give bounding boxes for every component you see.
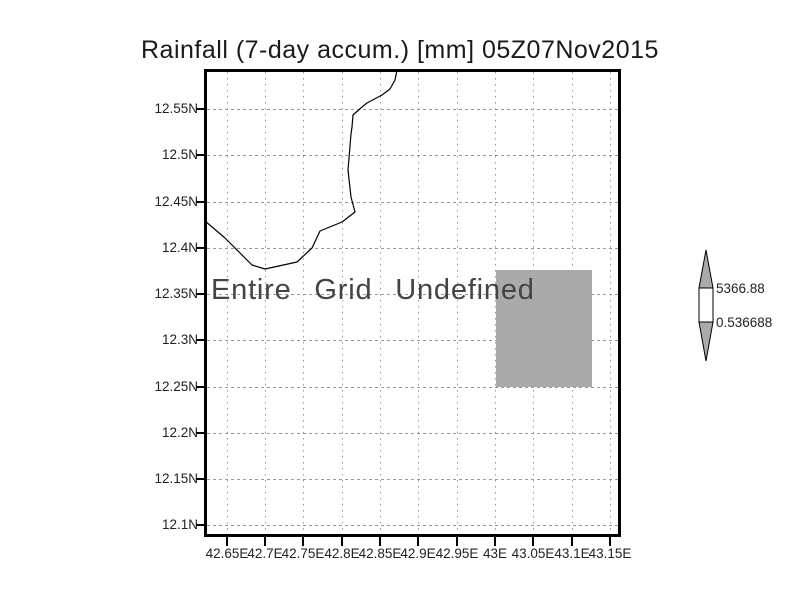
x-tick-label: 42.65E xyxy=(205,546,249,561)
lon-gridline xyxy=(265,72,266,535)
lat-gridline xyxy=(207,109,619,110)
x-tick-label: 43.1E xyxy=(554,546,590,561)
lat-gridline xyxy=(207,202,619,203)
lon-tick xyxy=(341,537,343,546)
coastline xyxy=(204,69,398,270)
lon-tick xyxy=(494,537,496,546)
colorbar-upper-arrow-icon xyxy=(698,249,714,289)
lat-gridline xyxy=(207,433,619,434)
plot-title: Rainfall (7-day accum.) [mm] 05Z07Nov201… xyxy=(141,36,659,64)
lat-tick xyxy=(196,478,205,480)
colorbar-lower-arrow-icon xyxy=(698,321,714,362)
lon-tick xyxy=(532,537,534,546)
lat-gridline xyxy=(207,155,619,156)
lat-tick xyxy=(196,386,205,388)
y-tick-label: 12.45N xyxy=(154,194,198,209)
coastline-path xyxy=(204,69,398,270)
x-tick-label: 42.8E xyxy=(324,546,360,561)
y-tick-label: 12.4N xyxy=(161,240,198,255)
x-tick-label: 42.75E xyxy=(281,546,325,561)
colorbar-min-label: 0.536688 xyxy=(716,315,773,330)
lon-tick xyxy=(417,537,419,546)
colorbar-box xyxy=(698,287,714,323)
undefined-data-region xyxy=(496,270,592,387)
lat-tick xyxy=(196,247,205,249)
lon-tick xyxy=(302,537,304,546)
grid-undefined-label: Entire Grid Undefined xyxy=(211,274,535,306)
x-tick-label: 43E xyxy=(482,546,508,561)
y-tick-label: 12.1N xyxy=(161,517,198,532)
lat-gridline xyxy=(207,525,619,526)
x-tick-label: 43.15E xyxy=(588,546,632,561)
x-tick-label: 42.85E xyxy=(358,546,402,561)
y-tick-label: 12.5N xyxy=(161,147,198,162)
x-tick-label: 43.05E xyxy=(511,546,555,561)
lat-gridline xyxy=(207,248,619,249)
lon-gridline xyxy=(342,72,343,535)
lon-gridline xyxy=(610,72,611,535)
lat-gridline xyxy=(207,387,619,388)
lat-tick xyxy=(196,293,205,295)
lon-tick xyxy=(264,537,266,546)
lat-tick xyxy=(196,154,205,156)
lat-gridline xyxy=(207,479,619,480)
lon-gridline xyxy=(495,72,496,535)
lon-gridline xyxy=(457,72,458,535)
lon-gridline xyxy=(303,72,304,535)
y-tick-label: 12.15N xyxy=(154,471,198,486)
lat-tick xyxy=(196,339,205,341)
colorbar xyxy=(698,249,714,362)
lat-tick xyxy=(196,432,205,434)
y-tick-label: 12.25N xyxy=(154,379,198,394)
colorbar-max-label: 5366.88 xyxy=(716,281,765,296)
lon-gridline xyxy=(227,72,228,535)
x-tick-label: 42.7E xyxy=(247,546,283,561)
y-tick-label: 12.2N xyxy=(161,425,198,440)
x-tick-label: 42.95E xyxy=(435,546,479,561)
lon-tick xyxy=(456,537,458,546)
lat-gridline xyxy=(207,340,619,341)
lat-gridline xyxy=(207,294,619,295)
lon-gridline xyxy=(418,72,419,535)
y-tick-label: 12.35N xyxy=(154,286,198,301)
y-tick-label: 12.3N xyxy=(161,332,198,347)
lon-tick xyxy=(226,537,228,546)
x-tick-label: 42.9E xyxy=(400,546,436,561)
lon-tick xyxy=(379,537,381,546)
lon-gridline xyxy=(380,72,381,535)
lat-tick xyxy=(196,524,205,526)
lat-tick xyxy=(196,108,205,110)
y-tick-label: 12.55N xyxy=(154,101,198,116)
lat-tick xyxy=(196,201,205,203)
lon-tick xyxy=(571,537,573,546)
lon-tick xyxy=(609,537,611,546)
